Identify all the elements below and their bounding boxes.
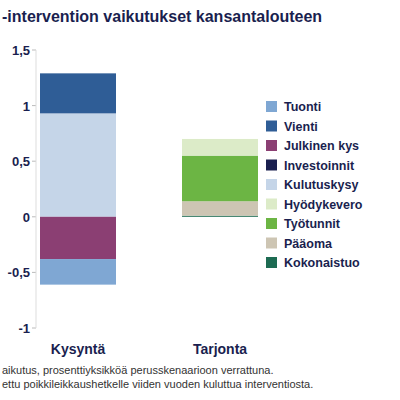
y-tick-label: 0,5 — [12, 154, 30, 169]
y-tick-label: 1 — [23, 99, 30, 114]
legend-swatch — [266, 160, 277, 171]
legend-swatch — [266, 257, 277, 268]
legend-swatch — [266, 140, 277, 151]
footnote: aikutus, prosenttiyksikköä perusskenaari… — [2, 364, 273, 376]
y-tick-label: 1,5 — [12, 43, 30, 58]
y-tick-label: -1 — [18, 321, 30, 336]
bar-segment — [182, 201, 258, 215]
y-tick — [32, 161, 36, 162]
title: -intervention vaikutukset kansantaloutee… — [2, 8, 322, 25]
category-label: Kysyntä — [51, 341, 106, 357]
bar-segment — [40, 73, 116, 113]
bars — [40, 73, 258, 284]
chart: -intervention vaikutukset kansantaloutee… — [0, 0, 400, 400]
y-axis — [36, 50, 37, 328]
bar-segment — [40, 217, 116, 259]
bar-segment — [182, 156, 258, 202]
legend-label: Kokonaistuo — [284, 256, 360, 270]
legend-label: Kulutuskysy — [284, 178, 358, 192]
y-tick — [32, 216, 36, 217]
footnote: ettu poikkileikkaushetkelle viiden vuode… — [2, 378, 313, 390]
legend-swatch — [266, 199, 277, 210]
bar-segment — [182, 139, 258, 156]
legend-label: Investoinnit — [284, 159, 355, 173]
legend-swatch — [266, 218, 277, 229]
y-tick-label: -0,5 — [8, 265, 30, 280]
bar-segment — [40, 259, 116, 285]
legend-swatch — [266, 179, 277, 190]
legend-label: Pääoma — [284, 237, 333, 251]
legend-swatch — [266, 101, 277, 112]
bar-segment — [40, 113, 116, 216]
legend-label: Työtunnit — [284, 217, 341, 231]
bar-segment — [182, 216, 258, 217]
legend-label: Vienti — [284, 120, 318, 134]
legend-label: Hyödykevero — [284, 198, 363, 212]
legend-label: Julkinen kys — [284, 139, 359, 153]
legend-swatch — [266, 121, 277, 132]
y-tick — [32, 105, 36, 106]
legend-label: Tuonti — [284, 100, 321, 114]
category-label: Tarjonta — [193, 341, 247, 357]
y-tick — [32, 272, 36, 273]
y-tick — [32, 50, 36, 51]
y-tick — [32, 328, 36, 329]
y-tick-label: 0 — [23, 210, 30, 225]
legend-swatch — [266, 238, 277, 249]
